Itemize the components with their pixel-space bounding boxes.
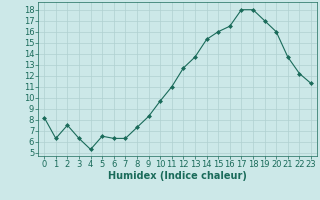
X-axis label: Humidex (Indice chaleur): Humidex (Indice chaleur) bbox=[108, 171, 247, 181]
